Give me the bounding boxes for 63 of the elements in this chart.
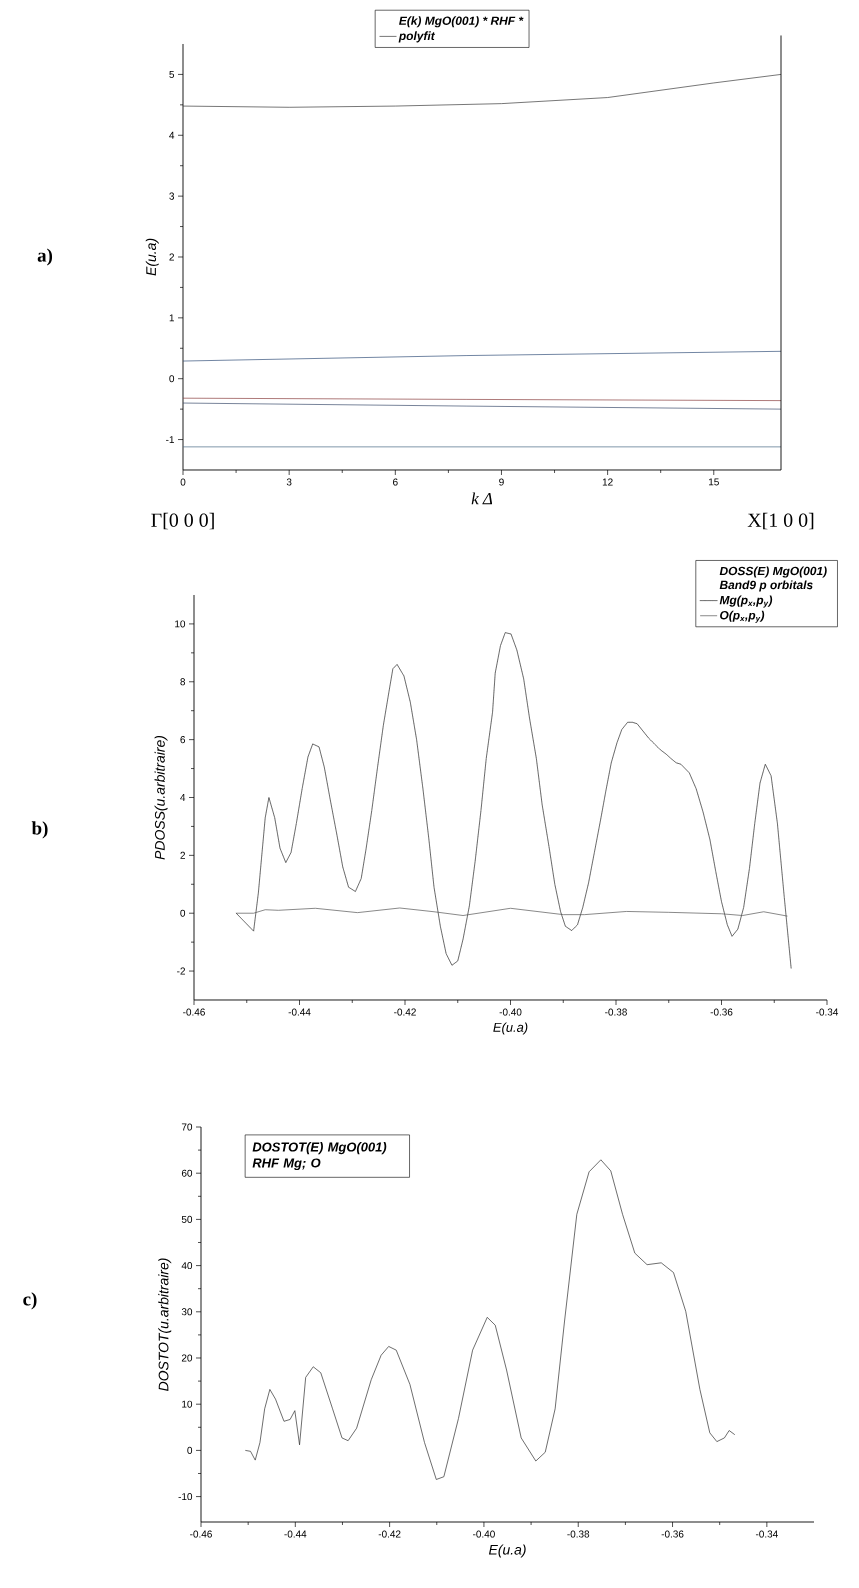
y-axis-title: PDOSS(u.arbitraire)	[154, 735, 168, 860]
line-series	[235, 907, 788, 917]
text: b)	[31, 821, 48, 839]
y-tick-label: 60	[181, 1169, 193, 1177]
x-tick-label: 12	[602, 478, 613, 486]
x-tick-label: -0.34	[816, 1008, 839, 1016]
text: a)	[37, 248, 53, 266]
y-tick-label: -1	[166, 436, 174, 443]
x-axis-title: E(u.a)	[493, 1022, 528, 1035]
y-tick-label: 50	[181, 1215, 193, 1223]
x-axis-title: E(u.a)	[488, 1544, 526, 1558]
x-tick-label: -0.38	[567, 1530, 590, 1538]
x-tick-label: -0.44	[284, 1530, 307, 1538]
y-tick-label: 40	[181, 1262, 193, 1270]
line-series	[244, 1159, 736, 1480]
x-tick-label: -0.38	[605, 1008, 627, 1016]
x-tick-label: 3	[286, 478, 292, 486]
x-tick-label: 9	[499, 478, 504, 486]
x-tick-label: -0.36	[710, 1008, 733, 1016]
legend-label: polyfit	[398, 31, 436, 43]
legend-title: E(k) MgO(001) * RHF *	[399, 16, 524, 28]
y-tick-label: 10	[182, 1400, 193, 1408]
line-series	[235, 632, 792, 969]
y-tick-label: 4	[180, 794, 186, 801]
x-tick-label: -0.44	[288, 1008, 311, 1016]
y-tick-label: -10	[178, 1493, 193, 1501]
legend-title: DOSS(E) MgO(001) Band9 p orbitals	[719, 566, 827, 592]
x-axis-title: k Δ	[471, 492, 493, 505]
y-tick-label: 0	[169, 375, 175, 383]
line-series	[182, 74, 782, 108]
y-tick-label: -2	[177, 967, 185, 975]
x-tick-label: 15	[709, 478, 719, 486]
y-tick-label: 4	[169, 131, 175, 139]
y-tick-label: 3	[169, 192, 175, 200]
text: Γ[0 0 0]	[151, 512, 214, 530]
y-axis-title: E(u.a)	[145, 238, 159, 276]
x-tick-label: -0.42	[394, 1008, 416, 1016]
y-tick-label: 10	[175, 620, 186, 628]
y-tick-label: 70	[181, 1123, 193, 1131]
y-tick-label: 5	[169, 70, 175, 78]
x-tick-label: -0.40	[499, 1008, 522, 1016]
text: c)	[23, 1292, 37, 1310]
x-tick-label: -0.40	[473, 1530, 495, 1538]
y-tick-label: 1	[169, 314, 174, 322]
x-tick-label: -0.46	[183, 1008, 205, 1016]
y-tick-label: 0	[187, 1446, 193, 1454]
x-tick-label: -0.36	[661, 1530, 684, 1538]
y-tick-label: 2	[180, 851, 185, 859]
y-tick-label: 20	[181, 1354, 193, 1362]
y-tick-label: 6	[180, 736, 186, 744]
y-axis-title: DOSTOT(u.arbitraire)	[158, 1258, 172, 1391]
x-tick-label: 6	[393, 478, 398, 486]
x-tick-label: -0.42	[378, 1530, 401, 1538]
x-tick-label: -0.46	[190, 1530, 212, 1538]
legend-title: DOSTOT(E) MgO(001) RHF Mg; O	[252, 1142, 387, 1171]
legend-label: Mg(p$_{x}$,p$_{y}$)	[719, 595, 773, 608]
x-tick-label: -0.34	[755, 1530, 778, 1538]
y-tick-label: 30	[181, 1308, 193, 1316]
legend-label: O(p$_{x}$,p$_{y}$)	[720, 610, 765, 623]
y-tick-label: 0	[180, 909, 186, 917]
y-tick-label: 8	[180, 678, 186, 686]
y-tick-label: 2	[169, 253, 174, 261]
text: X[1 0 0]	[747, 512, 814, 530]
